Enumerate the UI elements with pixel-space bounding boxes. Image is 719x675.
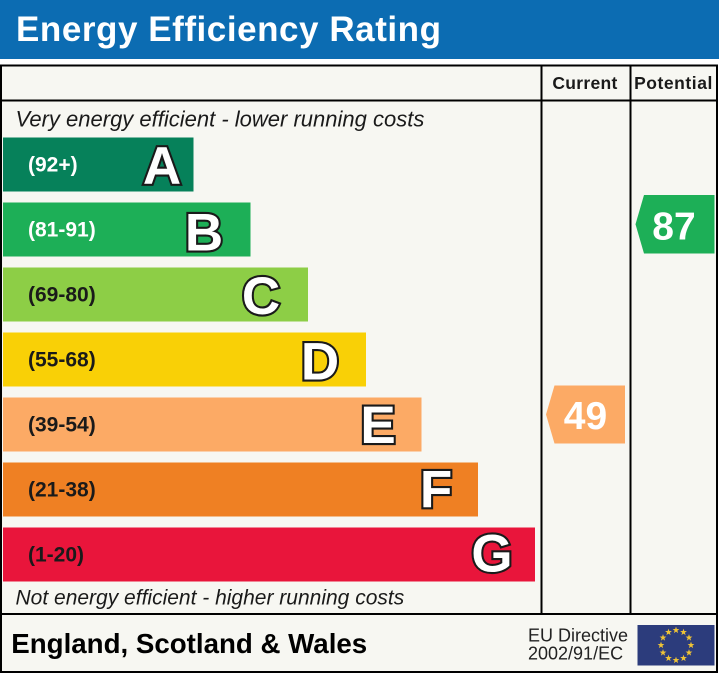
svg-text:Current: Current — [552, 73, 617, 93]
svg-text:(81-91): (81-91) — [28, 219, 96, 242]
svg-text:(69-80): (69-80) — [28, 284, 96, 307]
svg-text:(55-68): (55-68) — [28, 349, 96, 372]
svg-text:(1-20): (1-20) — [28, 544, 84, 567]
svg-text:Very energy efficient - lower: Very energy efficient - lower running co… — [16, 107, 425, 132]
svg-text:EU Directive: EU Directive — [528, 626, 628, 646]
svg-text:(39-54): (39-54) — [28, 414, 96, 437]
svg-text:Potential: Potential — [634, 73, 713, 93]
svg-text:C: C — [242, 267, 280, 326]
svg-text:(21-38): (21-38) — [28, 479, 96, 502]
svg-text:G: G — [471, 525, 512, 584]
svg-text:Not energy efficient - higher: Not energy efficient - higher running co… — [16, 587, 405, 610]
svg-text:F: F — [420, 461, 452, 520]
svg-text:A: A — [143, 137, 181, 196]
svg-text:87: 87 — [652, 206, 695, 249]
svg-text:(92+): (92+) — [28, 154, 78, 177]
svg-text:D: D — [301, 333, 339, 392]
svg-text:Energy Efficiency Rating: Energy Efficiency Rating — [16, 10, 442, 49]
svg-text:B: B — [185, 204, 223, 263]
svg-text:49: 49 — [564, 395, 607, 438]
svg-text:England, Scotland & Wales: England, Scotland & Wales — [11, 628, 367, 659]
svg-text:2002/91/EC: 2002/91/EC — [528, 644, 623, 664]
svg-text:E: E — [360, 396, 395, 455]
